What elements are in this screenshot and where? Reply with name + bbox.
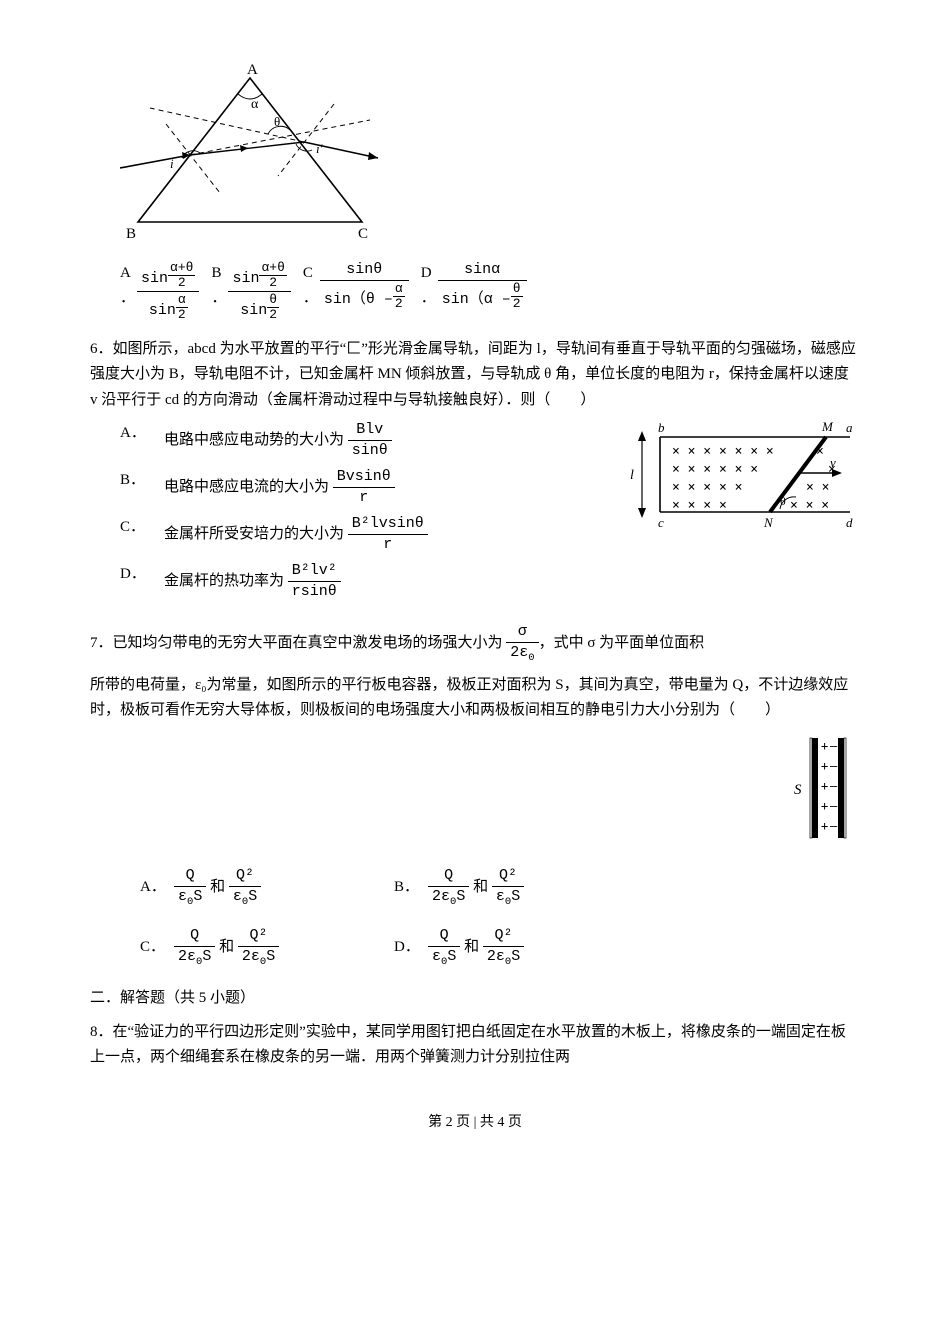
q7-para2: 所带的电荷量，ε₀为常量，如图所示的平行板电容器，极板正对面积为 S，其间为真空…: [90, 673, 860, 724]
q5-option-D: D． sinα sin（α –θ2: [421, 261, 527, 312]
q6-optD-label: D．: [120, 558, 164, 605]
svg-text:× × × × ×: × × × × ×: [672, 480, 742, 495]
svg-text:θ: θ: [780, 494, 786, 508]
q8-number: 8．: [90, 1024, 113, 1040]
q7-stem-line1: 7．已知均匀带电的无穷大平面在真空中激发电场的场强大小为 σ 2ε0 ，式中 σ…: [90, 623, 860, 665]
q6-options: A． 电路中感应电动势的大小为 Blvsinθ B． 电路中感应电流的大小为 B…: [120, 417, 436, 605]
q7-lead: 7．已知均匀带电的无穷大平面在真空中激发电场的场强大小为: [90, 635, 503, 651]
label-A: A: [247, 62, 258, 78]
prism-svg: A α θ i i′ B C: [120, 60, 380, 245]
q7-optC-label: C．: [140, 935, 174, 961]
svg-text:× ×: × ×: [806, 480, 829, 495]
q7-options: A． Qε0S 和 Q²ε0S B． Q2ε0S 和 Q²ε0S C． Q2ε0…: [140, 867, 860, 968]
q6-optA-label: A．: [120, 417, 164, 464]
svg-text:–: –: [830, 819, 838, 833]
svg-text:l: l: [630, 468, 634, 483]
q6-optC-lead: 金属杆所受安培力的大小为: [164, 526, 344, 542]
q6-optB-label: B．: [120, 464, 164, 511]
svg-text:+: +: [821, 799, 828, 813]
svg-text:–: –: [830, 799, 838, 813]
svg-text:+: +: [821, 779, 828, 793]
svg-text:–: –: [830, 739, 838, 753]
svg-text:–: –: [830, 759, 838, 773]
q7-optA: Qε0S 和 Q²ε0S: [174, 867, 394, 909]
q6-text: 如图所示，abcd 为水平放置的平行“匚”形光滑金属导轨，间距为 l，导轨间有垂…: [90, 341, 856, 408]
q6-optD-lead: 金属杆的热功率为: [164, 573, 284, 589]
q5-option-B: B． sinα+θ2 sinθ2: [211, 261, 290, 323]
q5-options: A． sinα+θ2 sinα2 B． sinα+θ2 sinθ2 C． sin…: [120, 261, 860, 323]
svg-text:c: c: [658, 515, 664, 530]
q6-stem: 6．如图所示，abcd 为水平放置的平行“匚”形光滑金属导轨，间距为 l，导轨间…: [90, 337, 860, 414]
svg-text:d: d: [846, 515, 853, 530]
label-i: i: [170, 156, 174, 171]
q7-optB-label: B．: [394, 875, 428, 901]
label-C: C: [358, 226, 368, 242]
svg-text:M: M: [821, 419, 834, 434]
q7-optD: Qε0S 和 Q²2ε0S: [428, 927, 648, 969]
label-theta: θ: [274, 114, 280, 129]
svg-text:× × × ×: × × × ×: [672, 498, 727, 513]
q7-capacitor-diagram: + + + + + – – – – – S: [790, 728, 860, 858]
svg-text:+: +: [821, 759, 828, 773]
svg-text:a: a: [846, 420, 853, 435]
svg-text:N: N: [763, 515, 774, 530]
q7-optD-label: D．: [394, 935, 428, 961]
svg-text:× × × × × ×: × × × × × ×: [672, 462, 758, 477]
section2-heading: 二．解答题（共 5 小题）: [90, 986, 860, 1012]
q6-optA-lead: 电路中感应电动势的大小为: [164, 432, 344, 448]
q6-optB-lead: 电路中感应电流的大小为: [164, 479, 329, 495]
q6-optC-label: C．: [120, 511, 164, 558]
svg-text:–: –: [830, 779, 838, 793]
svg-text:v: v: [830, 455, 836, 470]
q7-optA-label: A．: [140, 875, 174, 901]
page-footer: 第 2 页 | 共 4 页: [90, 1111, 860, 1135]
svg-text:+: +: [821, 819, 828, 833]
q6-number: 6．: [90, 341, 113, 357]
label-alpha: α: [251, 97, 259, 112]
q6-rail-diagram: l × × × × × × × × × × × × × × × × × × × …: [630, 417, 860, 547]
svg-text:× × × × × × ×: × × × × × × ×: [672, 444, 774, 459]
svg-text:+: +: [821, 739, 828, 753]
q7-tail1: ，式中 σ 为平面单位面积: [539, 635, 705, 651]
svg-text:S: S: [794, 782, 802, 798]
q7-sigma-frac: σ 2ε0: [506, 623, 538, 665]
q5-prism-diagram: A α θ i i′ B C: [120, 60, 860, 255]
q7-optB: Q2ε0S 和 Q²ε0S: [428, 867, 648, 909]
label-i-prime: i′: [316, 141, 323, 156]
svg-text:× × ×: × × ×: [790, 498, 829, 513]
q5-option-A: A． sinα+θ2 sinα2: [120, 261, 199, 323]
label-B: B: [126, 226, 136, 242]
q7-optC: Q2ε0S 和 Q²2ε0S: [174, 927, 394, 969]
q8-text: 在“验证力的平行四边形定则”实验中，某同学用图钉把白纸固定在水平放置的木板上，将…: [90, 1024, 846, 1066]
q5-option-C: C． sinθ sin（θ –α2: [303, 261, 409, 312]
svg-text:b: b: [658, 420, 665, 435]
q8-stem: 8．在“验证力的平行四边形定则”实验中，某同学用图钉把白纸固定在水平放置的木板上…: [90, 1020, 860, 1071]
